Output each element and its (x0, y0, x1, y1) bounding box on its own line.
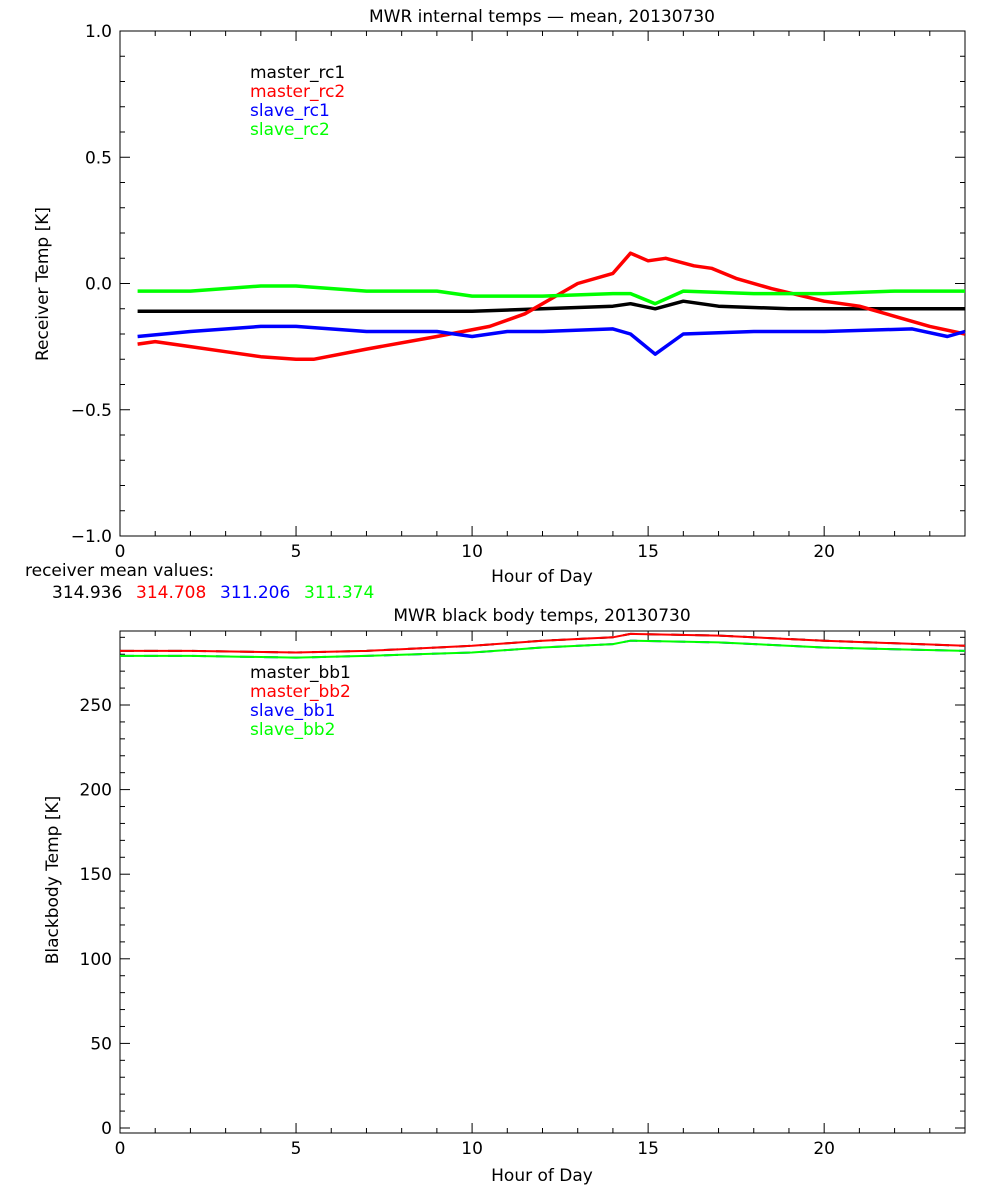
y-tick-label: 50 (90, 1034, 112, 1054)
y-tick-label: 100 (80, 950, 112, 970)
y-tick-label: 0 (101, 1119, 112, 1139)
x-tick-label: 5 (291, 542, 302, 562)
y-tick-label: 0.5 (85, 148, 112, 168)
x-tick-label: 10 (461, 542, 483, 562)
top-y-axis-label: Receiver Temp [K] (33, 207, 53, 361)
legend-entry-slave_bb2: slave_bb2 (250, 720, 335, 740)
x-tick-label: 10 (461, 1139, 483, 1159)
top-chart-title: MWR internal temps — mean, 20130730 (369, 7, 715, 27)
legend-entry-master_rc1: master_rc1 (250, 63, 345, 83)
y-tick-label: 150 (80, 865, 112, 885)
series-line-slave_bb2 (120, 639, 966, 659)
x-tick-label: 0 (115, 542, 126, 562)
legend-entry-master_rc2: master_rc2 (250, 82, 345, 102)
series-line-master_rc2 (137, 251, 966, 362)
mean-value-2: 314.708 (136, 583, 206, 603)
legend-entry-slave_rc2: slave_rc2 (250, 120, 330, 140)
series-line-slave_rc2 (137, 284, 965, 306)
y-tick-label: 1.0 (85, 22, 112, 42)
y-tick-label: 250 (80, 696, 112, 716)
plot-frame (119, 630, 966, 1134)
legend-entry-master_bb2: master_bb2 (250, 682, 351, 702)
x-tick-label: 20 (813, 542, 835, 562)
x-tick-label: 15 (637, 1139, 659, 1159)
y-tick-label: 0.0 (85, 275, 112, 295)
receiver-temp-plot: 0 5 10 15 20 −1.0 −0.5 0.0 0.5 1.0 master_rc1maste… (71, 22, 966, 562)
series-line-master_rc1 (137, 299, 965, 314)
bottom-x-axis-label: Hour of Day (491, 1166, 593, 1186)
legend-entry-slave_bb1: slave_bb1 (250, 701, 335, 721)
x-tick-label: 5 (291, 1139, 302, 1159)
mean-value-4: 311.374 (304, 583, 374, 603)
legend-entry-slave_rc1: slave_rc1 (250, 101, 330, 121)
mean-value-1: 314.936 (52, 583, 122, 603)
legend-entry-master_bb1: master_bb1 (250, 663, 351, 683)
mean-value-3: 311.206 (220, 583, 290, 603)
y-tick-label: −0.5 (71, 401, 112, 421)
mean-values-label: receiver mean values: (25, 561, 214, 581)
x-tick-label: 0 (115, 1139, 126, 1159)
blackbody-temp-plot: 0 5 10 15 20050100150200250master_bb1master_… (80, 630, 966, 1159)
bottom-chart-title: MWR black body temps, 20130730 (393, 606, 690, 626)
plot-frame (119, 30, 966, 537)
x-tick-label: 20 (813, 1139, 835, 1159)
series-line-master_bb2 (120, 632, 966, 654)
top-x-axis-label: Hour of Day (491, 567, 593, 587)
series-line-slave_rc1 (137, 324, 966, 356)
bottom-y-axis-label: Blackbody Temp [K] (43, 796, 63, 965)
x-tick-label: 15 (637, 542, 659, 562)
series-line-master_bb1 (120, 632, 966, 654)
series-line-slave_bb1 (120, 639, 966, 659)
y-tick-label: 200 (80, 781, 112, 801)
y-tick-label: −1.0 (71, 527, 112, 547)
